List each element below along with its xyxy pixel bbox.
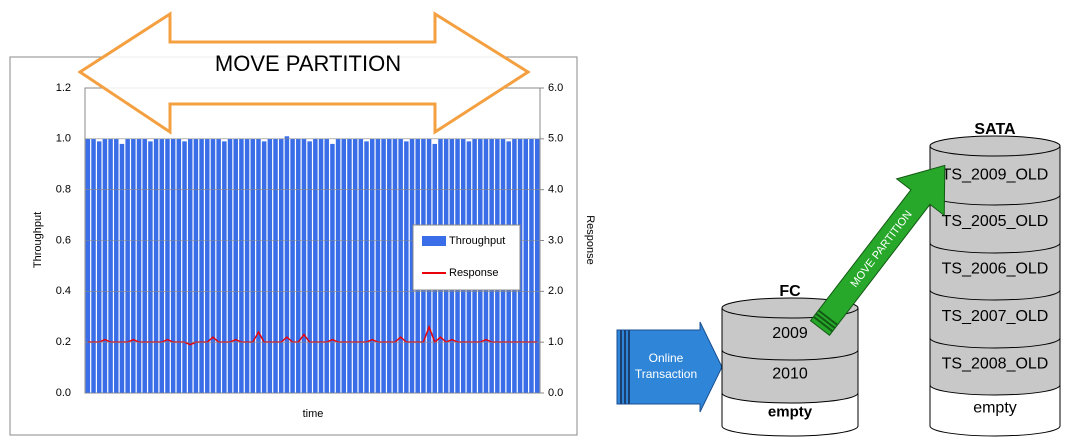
online-label: Online <box>649 351 684 365</box>
bar <box>290 139 294 393</box>
y2-tick-label: 6.0 <box>548 82 563 94</box>
bar <box>86 139 90 393</box>
bar <box>131 139 135 393</box>
bar <box>393 139 397 393</box>
bar <box>194 139 198 393</box>
bar <box>245 139 249 393</box>
bar <box>398 139 402 393</box>
y2-tick-label: 4.0 <box>548 184 563 196</box>
bar <box>307 141 311 393</box>
segment-label: empty <box>973 400 1017 417</box>
y2-tick-label: 2.0 <box>548 285 563 297</box>
bar <box>324 139 328 393</box>
bar <box>114 139 118 393</box>
bar <box>529 139 533 393</box>
bar <box>353 139 357 393</box>
segment-label: TS_2007_OLD <box>942 308 1049 325</box>
bar <box>313 139 317 393</box>
bar <box>279 139 283 393</box>
bar <box>381 139 385 393</box>
bar <box>330 144 334 393</box>
bar <box>285 136 289 393</box>
bar <box>165 139 169 393</box>
bar <box>142 139 146 393</box>
bar <box>251 139 255 393</box>
segment-label: TS_2008_OLD <box>942 356 1049 373</box>
y2-tick-label: 3.0 <box>548 234 563 246</box>
arrow-stripe <box>624 330 626 404</box>
bar <box>205 139 209 393</box>
bar <box>262 141 266 393</box>
segment-label: 2009 <box>772 325 808 342</box>
bar <box>177 139 181 393</box>
y-tick-label: 0.8 <box>56 184 71 196</box>
bar <box>137 139 141 393</box>
y2-tick-label: 0.0 <box>548 387 563 399</box>
legend-label: Response <box>449 267 499 279</box>
arrow-stripe <box>628 330 630 404</box>
segment-label: TS_2005_OLD <box>942 213 1049 230</box>
y-tick-label: 0.6 <box>56 234 71 246</box>
bar <box>233 139 237 393</box>
move-annotation: MOVE PARTITION <box>215 51 401 76</box>
bar <box>222 141 226 393</box>
online-label: Transaction <box>635 367 697 381</box>
bar <box>404 141 408 393</box>
y-tick-label: 0.0 <box>56 387 71 399</box>
bar <box>148 141 152 393</box>
bar <box>387 139 391 393</box>
bar <box>370 139 374 393</box>
bar <box>103 139 107 393</box>
segment-label: empty <box>768 403 813 420</box>
bar <box>228 139 232 393</box>
bar <box>182 141 186 393</box>
bar <box>376 139 380 393</box>
bar <box>211 139 215 393</box>
move-label: MOVE PARTITION <box>848 209 914 290</box>
bar <box>154 139 158 393</box>
bar <box>535 139 539 393</box>
y-tick-label: 0.2 <box>56 336 71 348</box>
segment-label: TS_2009_OLD <box>942 167 1049 184</box>
y-tick-label: 1.2 <box>56 82 71 94</box>
bar <box>97 141 101 393</box>
bar <box>256 139 260 393</box>
bar <box>108 139 112 393</box>
y2-tick-label: 5.0 <box>548 133 563 145</box>
bar <box>364 141 368 393</box>
segment-label: 2010 <box>772 366 808 383</box>
bar <box>239 139 243 393</box>
y-axis-label: Throughput <box>32 212 44 268</box>
segment-label: TS_2006_OLD <box>942 261 1049 278</box>
bar <box>359 139 363 393</box>
y2-axis-label: Response <box>584 215 596 265</box>
bar <box>342 139 346 393</box>
x-axis-label: time <box>303 408 324 420</box>
storage-top <box>930 136 1060 156</box>
y2-tick-label: 1.0 <box>548 336 563 348</box>
y-tick-label: 1.0 <box>56 133 71 145</box>
bar <box>216 139 220 393</box>
bar <box>347 139 351 393</box>
bar <box>120 144 124 393</box>
bar <box>91 139 95 393</box>
bar <box>319 139 323 393</box>
screen: time Throughput Response 0.0 0.2 0.4 0.6 0.8… <box>0 0 1067 441</box>
y-tick-label: 0.4 <box>56 285 71 297</box>
bar <box>273 139 277 393</box>
bar <box>125 139 129 393</box>
bar <box>188 139 192 393</box>
bar <box>524 139 528 393</box>
arrow-stripe <box>620 330 622 404</box>
bar <box>296 139 300 393</box>
bar <box>302 139 306 393</box>
bar <box>160 139 164 393</box>
bar <box>336 139 340 393</box>
bar <box>268 139 272 393</box>
bar <box>199 139 203 393</box>
bar <box>171 139 175 393</box>
legend-label: Throughput <box>449 235 505 247</box>
legend-swatch <box>422 236 446 246</box>
